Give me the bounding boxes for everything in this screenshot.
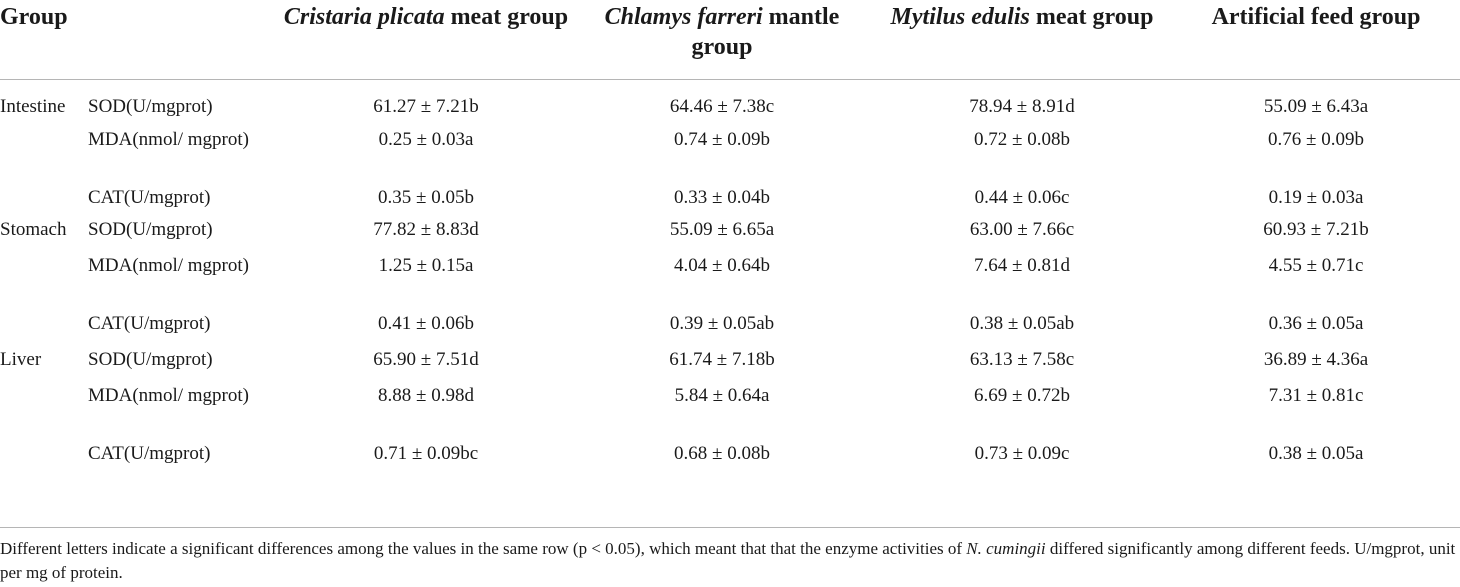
table-row: Stomach SOD(U/mgprot) 77.82 ± 8.83d 55.09 ±… — [0, 213, 1460, 249]
table-row: CAT(U/mgprot) 0.41 ± 0.06b 0.39 ± 0.05ab 0.… — [0, 307, 1460, 343]
value-cell: 0.73 ± 0.09c — [974, 443, 1070, 464]
header-artificial-feed: Artificial feed group — [1211, 4, 1421, 30]
value-cell: 63.13 ± 7.58c — [969, 349, 1075, 370]
table-row: Liver SOD(U/mgprot) 65.90 ± 7.51d 61.74 ± 7… — [0, 343, 1460, 379]
value-cell: 8.88 ± 0.98d — [378, 385, 474, 406]
organ-cell — [0, 119, 88, 177]
metric-cell: SOD(U/mgprot) — [88, 349, 213, 370]
metric-cell: MDA(nmol/ mgprot) — [88, 385, 249, 406]
table-row: MDA(nmol/ mgprot) 8.88 ± 0.98d 5.84 ± 0.64… — [0, 379, 1460, 437]
table-body: Intestine SOD(U/mgprot) 61.27 ± 7.21b 64.46… — [0, 78, 1460, 479]
value-cell: 0.68 ± 0.08b — [674, 443, 770, 464]
value-cell: 0.19 ± 0.03a — [1268, 187, 1364, 208]
value-cell: 4.55 ± 0.71c — [1268, 255, 1364, 276]
value-cell: 0.33 ± 0.04b — [674, 187, 770, 208]
value-cell: 0.38 ± 0.05a — [1268, 443, 1364, 464]
value-cell: 0.39 ± 0.05ab — [669, 313, 775, 334]
value-cell: 0.71 ± 0.09bc — [373, 443, 479, 464]
metric-cell: CAT(U/mgprot) — [88, 443, 211, 464]
value-cell: 0.76 ± 0.09b — [1268, 129, 1364, 150]
value-cell: 61.74 ± 7.18b — [669, 349, 775, 370]
bottom-rule — [0, 527, 1460, 528]
value-cell: 61.27 ± 7.21b — [373, 96, 479, 117]
value-cell: 5.84 ± 0.64a — [674, 385, 770, 406]
metric-cell: SOD(U/mgprot) — [88, 219, 213, 240]
metric-cell: MDA(nmol/ mgprot) — [88, 255, 249, 276]
table-row: Intestine SOD(U/mgprot) 61.27 ± 7.21b 64.46… — [0, 78, 1460, 119]
value-cell: 7.31 ± 0.81c — [1268, 385, 1364, 406]
value-cell: 77.82 ± 8.83d — [373, 219, 479, 240]
value-cell: 0.72 ± 0.08b — [974, 129, 1070, 150]
table-row: MDA(nmol/ mgprot) 1.25 ± 0.15a 4.04 ± 0.64… — [0, 249, 1460, 307]
value-cell: 7.64 ± 0.81d — [974, 255, 1070, 276]
header-cristaria-plicata: Cristaria plicata meat group — [283, 4, 569, 30]
metric-cell: SOD(U/mgprot) — [88, 96, 213, 117]
metric-cell: MDA(nmol/ mgprot) — [88, 129, 249, 150]
organ-cell — [0, 379, 88, 437]
value-cell: 0.36 ± 0.05a — [1268, 313, 1364, 334]
metric-cell: CAT(U/mgprot) — [88, 313, 211, 334]
header-rule — [0, 79, 1460, 80]
value-cell: 0.41 ± 0.06b — [378, 313, 474, 334]
value-cell: 0.35 ± 0.05b — [378, 187, 474, 208]
organ-cell — [0, 177, 88, 213]
value-cell: 78.94 ± 8.91d — [969, 96, 1075, 117]
value-cell: 1.25 ± 0.15a — [378, 255, 474, 276]
value-cell: 0.38 ± 0.05ab — [969, 313, 1075, 334]
value-cell: 55.09 ± 6.65a — [669, 219, 775, 240]
value-cell: 63.00 ± 7.66c — [969, 219, 1075, 240]
organ-cell — [0, 437, 88, 479]
value-cell: 55.09 ± 6.43a — [1263, 96, 1369, 117]
table-row: CAT(U/mgprot) 0.35 ± 0.05b 0.33 ± 0.04b 0.4… — [0, 177, 1460, 213]
value-cell: 6.69 ± 0.72b — [974, 385, 1070, 406]
table-row: CAT(U/mgprot) 0.71 ± 0.09bc 0.68 ± 0.08b 0.… — [0, 437, 1460, 479]
value-cell: 60.93 ± 7.21b — [1263, 219, 1369, 240]
metric-cell: CAT(U/mgprot) — [88, 187, 211, 208]
organ-cell: Liver — [0, 349, 42, 370]
header-group: Group — [0, 4, 68, 30]
organ-cell: Intestine — [0, 96, 66, 117]
value-cell: 0.44 ± 0.06c — [974, 187, 1070, 208]
enzyme-activity-table: Group Cristaria plicata meat group Chlam… — [0, 0, 1460, 479]
table-row: MDA(nmol/ mgprot) 0.25 ± 0.03a 0.74 ± 0.09… — [0, 119, 1460, 177]
value-cell: 64.46 ± 7.38c — [669, 96, 775, 117]
header-mytilus-edulis: Mytilus edulis meat group — [890, 4, 1154, 30]
value-cell: 0.25 ± 0.03a — [378, 129, 474, 150]
table-header: Group Cristaria plicata meat group Chlam… — [0, 0, 1460, 78]
value-cell: 65.90 ± 7.51d — [373, 349, 479, 370]
header-chlamys-farreri: Chlamys farreri mantle group — [604, 4, 840, 60]
organ-cell — [0, 249, 88, 307]
value-cell: 4.04 ± 0.64b — [674, 255, 770, 276]
organ-cell: Stomach — [0, 219, 67, 240]
organ-cell — [0, 307, 88, 343]
value-cell: 36.89 ± 4.36a — [1263, 349, 1369, 370]
table-footnote: Different letters indicate a significant… — [0, 539, 1456, 582]
value-cell: 0.74 ± 0.09b — [674, 129, 770, 150]
